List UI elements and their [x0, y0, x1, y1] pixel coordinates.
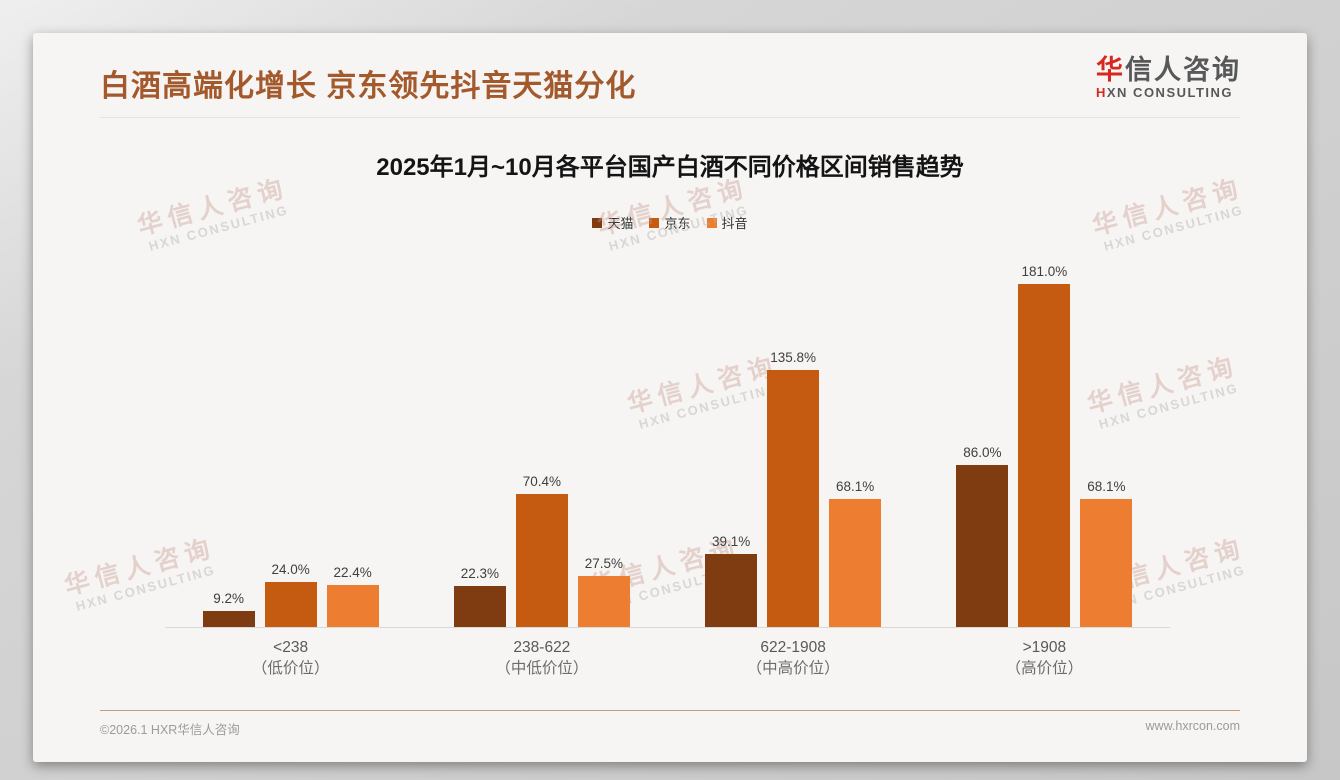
bar-column: 39.1%	[705, 534, 758, 628]
footer-divider	[100, 710, 1240, 711]
brand-logo: 华信人咨询 HXN CONSULTING	[1096, 55, 1241, 101]
chart-legend: 天猫 京东 抖音	[33, 213, 1307, 232]
bar-value-label: 22.4%	[333, 565, 372, 580]
page-title: 白酒高端化增长 京东领先抖音天猫分化	[100, 70, 637, 103]
footer-copyright: ©2026.1 HXR华信人咨询	[100, 723, 240, 737]
footer: ©2026.1 HXR华信人咨询 www.hxrcon.com	[100, 719, 1240, 738]
bar	[515, 494, 568, 628]
bar	[705, 554, 758, 628]
bar-group: 22.3% 70.4% 27.5%	[416, 240, 667, 628]
brand-logo-cn: 华信人咨询	[1096, 55, 1241, 85]
legend-swatch-icon	[592, 217, 603, 228]
bar-value-label: 135.8%	[770, 350, 817, 365]
bar-column: 9.2%	[202, 591, 255, 628]
brand-logo-cn-rest: 信人咨询	[1125, 55, 1241, 85]
bar	[767, 370, 820, 628]
bar-value-label: 68.1%	[1087, 479, 1126, 494]
brand-logo-en-accent: H	[1096, 85, 1107, 100]
legend-swatch-icon	[649, 217, 660, 228]
bar-value-label: 9.2%	[213, 591, 245, 606]
category-range: >1908	[1022, 639, 1067, 656]
brand-logo-en: HXN CONSULTING	[1096, 85, 1241, 101]
bar	[956, 465, 1009, 628]
bar	[264, 582, 317, 628]
bar-chart-plot: 9.2% 24.0% 22.4% 22.3% 70.4% 27.5% 39.1% 135.8%…	[165, 240, 1170, 677]
bar-column: 86.0%	[956, 445, 1009, 628]
legend-item: 抖音	[706, 213, 748, 232]
brand-logo-en-rest: XN CONSULTING	[1106, 85, 1234, 100]
brand-logo-cn-accent: 华	[1096, 55, 1125, 85]
bar-value-label: 39.1%	[711, 534, 751, 549]
bar-column: 22.4%	[326, 565, 379, 628]
category-labels: <238 （低价位） 238-622 （中低价位） 622-1908 （中高价位） >190…	[165, 628, 1170, 679]
category-label: <238 （低价位）	[165, 637, 416, 679]
legend-label: 天猫	[607, 216, 634, 231]
category-label: 622-1908 （中高价位）	[668, 637, 919, 679]
chart-title: 2025年1月~10月各平台国产白酒不同价格区间销售趋势	[376, 154, 964, 181]
bar-column: 135.8%	[767, 350, 820, 628]
bar-value-label: 181.0%	[1021, 264, 1068, 279]
bar-column: 24.0%	[264, 562, 317, 628]
category-tier: （低价位）	[251, 660, 330, 677]
bar-value-label: 86.0%	[963, 445, 1002, 460]
bar-column: 68.1%	[829, 479, 882, 628]
bar	[202, 611, 255, 628]
bar	[829, 499, 882, 628]
category-label: 238-622 （中低价位）	[416, 637, 667, 679]
bar-column: 27.5%	[577, 556, 630, 628]
bar-value-label: 22.3%	[460, 566, 500, 581]
category-range: 238-622	[513, 639, 571, 656]
bar	[453, 586, 506, 628]
legend-label: 京东	[664, 216, 691, 231]
category-label: >1908 （高价位）	[919, 637, 1170, 679]
bar-group: 86.0% 181.0% 68.1%	[919, 240, 1170, 628]
category-range: 622-1908	[760, 639, 826, 656]
bar-value-label: 27.5%	[584, 556, 624, 571]
bar	[326, 585, 379, 628]
legend-label: 抖音	[721, 216, 748, 231]
slide-card: 白酒高端化增长 京东领先抖音天猫分化 华信人咨询 HXN CONSULTING …	[33, 33, 1307, 762]
title-divider	[100, 117, 1240, 118]
bar-group: 39.1% 135.8% 68.1%	[668, 240, 919, 628]
bar-groups: 9.2% 24.0% 22.4% 22.3% 70.4% 27.5% 39.1% 135.8%…	[165, 240, 1170, 628]
bar-group: 9.2% 24.0% 22.4%	[165, 240, 416, 628]
bar-value-label: 68.1%	[835, 479, 875, 494]
legend-item: 天猫	[592, 213, 633, 232]
bar-column: 22.3%	[453, 566, 506, 628]
footer-website: www.hxrcon.com	[1145, 719, 1240, 733]
bar	[1018, 284, 1071, 628]
category-tier: （高价位）	[1005, 660, 1084, 677]
legend-swatch-icon	[706, 217, 717, 228]
bar-column: 68.1%	[1080, 479, 1133, 628]
legend-item: 京东	[649, 213, 691, 232]
x-axis-line	[165, 627, 1170, 628]
category-tier: （中低价位）	[495, 660, 589, 677]
bar	[1080, 499, 1133, 628]
bar-column: 70.4%	[515, 474, 568, 628]
bar-value-label: 70.4%	[522, 474, 562, 489]
category-range: <238	[273, 639, 309, 656]
bar-value-label: 24.0%	[271, 562, 310, 577]
bar	[577, 576, 630, 628]
bar-column: 181.0%	[1018, 264, 1071, 628]
category-tier: （中高价位）	[746, 660, 840, 677]
